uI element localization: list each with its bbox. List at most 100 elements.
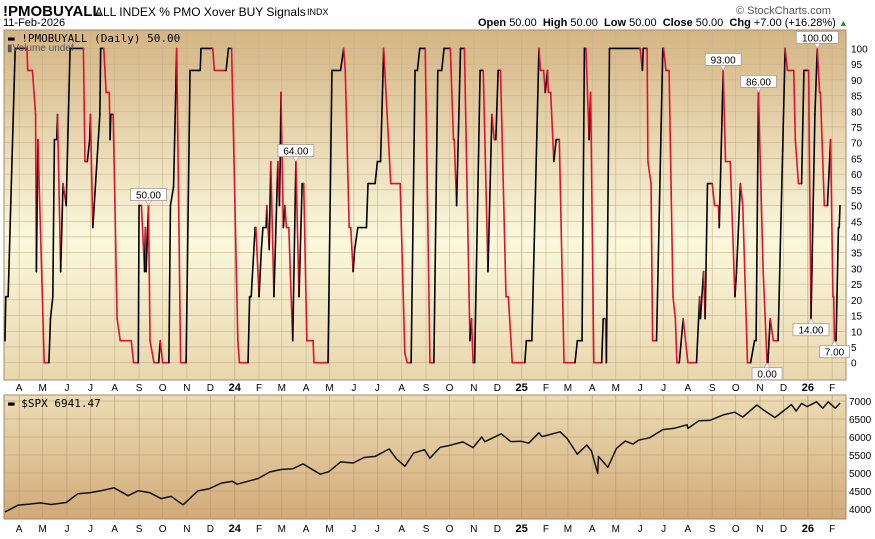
- pmo-line-segment: [199, 47, 202, 72]
- pmo-line-segment: [278, 160, 281, 207]
- x-tick-label: A: [398, 383, 405, 394]
- legend-line-icon: ▬: [8, 32, 15, 45]
- pmo-line-segment: [273, 160, 279, 298]
- pmo-line-segment: [641, 47, 645, 72]
- x-tick-label: J: [661, 524, 666, 535]
- low-value: 50.00: [629, 17, 657, 29]
- pmo-line-segment: [89, 113, 94, 229]
- pmo-line-segment: [440, 47, 445, 72]
- pmo-line-segment: [237, 339, 241, 364]
- pmo-line-segment: [4, 295, 7, 342]
- up-triangle-icon: ▲: [838, 18, 848, 28]
- pmo-line-segment: [59, 182, 64, 273]
- x-tick-label: O: [732, 383, 740, 394]
- spx-line: [4, 401, 841, 513]
- pmo-line-segment: [668, 69, 674, 298]
- pmo-line-segment: [739, 182, 744, 207]
- x-tick-label: J: [64, 524, 69, 535]
- y-tick-label: 7000: [849, 397, 872, 408]
- x-tick-label: 26: [802, 382, 814, 394]
- pmo-line-segment: [455, 47, 462, 207]
- pmo-line-segment: [672, 295, 677, 320]
- x-tick-label: M: [278, 524, 286, 535]
- pmo-line-segment: [130, 339, 135, 364]
- pmo-line-segment: [65, 47, 71, 207]
- x-tick-label: 25: [516, 382, 528, 394]
- x-tick-label: N: [470, 524, 477, 535]
- pmo-line-segment: [734, 270, 738, 298]
- x-tick-label: N: [183, 524, 190, 535]
- pmo-line-segment: [549, 91, 555, 163]
- x-tick-label: J: [351, 383, 356, 394]
- close-value: 50.00: [695, 17, 724, 29]
- pmo-line-segment: [7, 47, 16, 298]
- x-tick-label: F: [256, 383, 262, 394]
- chg-label: Chg: [729, 17, 751, 29]
- pmo-line-segment: [365, 182, 369, 229]
- pmo-line-segment: [147, 204, 151, 342]
- x-tick-label: J: [638, 383, 643, 394]
- x-tick-label: O: [446, 383, 454, 394]
- value-callout: 93.00: [704, 53, 742, 71]
- x-tick-label: D: [494, 524, 501, 535]
- pmo-line-segment: [269, 160, 275, 298]
- pmo-line-segment: [585, 47, 590, 141]
- x-tick-label: 24: [229, 382, 242, 394]
- pmo-line-segment: [288, 226, 292, 276]
- value-callout: 100.00: [795, 30, 839, 49]
- pmo-line-segment: [56, 113, 62, 273]
- pmo-line-segment: [26, 47, 29, 72]
- y-tick-label: 80: [851, 107, 863, 118]
- stockcharts-logo[interactable]: © StockCharts.com: [736, 5, 831, 17]
- chart-description: ALL INDEX % PMO Xover BUY Signals: [95, 5, 306, 19]
- value-callout: 0.00: [751, 362, 783, 381]
- pmo-line-segment: [291, 160, 297, 342]
- x-tick-label: J: [88, 383, 93, 394]
- pmo-line-segment: [538, 47, 542, 72]
- pmo-line-segment: [463, 47, 471, 342]
- pmo-line-segment: [247, 295, 251, 364]
- x-tick-label: M: [325, 524, 333, 535]
- pmo-line-segment: [807, 69, 812, 320]
- pmo-line-segment: [260, 226, 264, 251]
- y-tick-label: 10: [851, 327, 863, 338]
- x-tick-label: J: [351, 524, 356, 535]
- pmo-line-segment: [662, 47, 667, 72]
- y-tick-label: 4000: [849, 505, 872, 516]
- pmo-line-segment: [449, 47, 455, 141]
- pmo-line-segment: [487, 113, 493, 273]
- x-tick-label: D: [494, 383, 501, 394]
- pmo-line-segment: [507, 295, 514, 364]
- x-tick-label: J: [64, 383, 69, 394]
- pmo-line-segment: [169, 185, 175, 207]
- pmo-line-segment: [185, 69, 191, 364]
- pmo-line-segment: [102, 47, 107, 94]
- x-tick-label: J: [375, 524, 380, 535]
- x-tick-label: N: [756, 383, 763, 394]
- pmo-line-segment: [794, 138, 800, 185]
- pmo-line-segment: [838, 204, 841, 229]
- pmo-line-segment: [410, 69, 416, 364]
- pmo-line-segment: [302, 182, 308, 342]
- callout-text: 86.00: [746, 77, 771, 88]
- pmo-line-segment: [819, 91, 826, 207]
- x-tick-label: F: [256, 524, 262, 535]
- callout-text: 7.00: [825, 348, 845, 359]
- pmo-line-segment: [674, 317, 678, 364]
- pmo-line-segment: [704, 182, 709, 320]
- pmo-line-segment: [473, 69, 481, 364]
- x-tick-label: S: [136, 524, 143, 535]
- x-tick-label: F: [829, 383, 835, 394]
- pmo-line-segment: [755, 91, 760, 342]
- pmo-line-segment: [116, 317, 122, 342]
- pmo-line-segment: [655, 47, 664, 342]
- pmo-line-segment: [735, 182, 742, 273]
- pmo-line-segment: [295, 160, 300, 298]
- x-tick-label: A: [685, 524, 692, 535]
- y-tick-label: 45: [851, 217, 863, 228]
- x-tick-label: F: [543, 524, 549, 535]
- pmo-line-segment: [767, 317, 772, 364]
- pmo-line-segment: [225, 47, 230, 72]
- pmo-line-segment: [695, 295, 701, 364]
